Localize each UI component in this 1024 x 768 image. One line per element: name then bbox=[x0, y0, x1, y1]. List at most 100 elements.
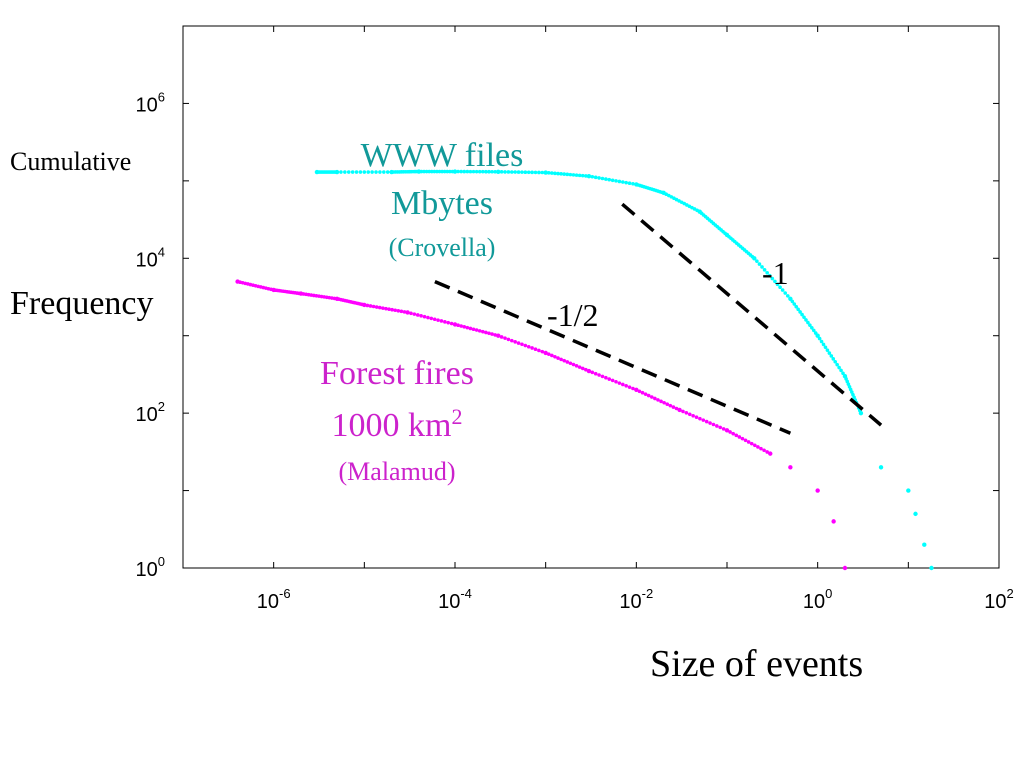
data-point bbox=[767, 273, 772, 278]
data-point bbox=[556, 171, 560, 176]
data-point bbox=[825, 348, 830, 352]
data-point bbox=[734, 433, 739, 438]
data-point bbox=[858, 410, 864, 416]
data-point bbox=[624, 384, 628, 388]
data-point bbox=[833, 359, 838, 364]
data-point bbox=[510, 338, 514, 343]
data-point bbox=[459, 324, 463, 328]
data-point bbox=[481, 329, 485, 334]
x-tick-label: 10-2 bbox=[619, 586, 653, 613]
data-point bbox=[374, 170, 378, 174]
data-point bbox=[412, 312, 417, 316]
data-point bbox=[584, 367, 588, 372]
data-point bbox=[481, 169, 485, 174]
data-point bbox=[490, 332, 494, 336]
data-point bbox=[577, 173, 582, 178]
slope-label-minus-1: -1 bbox=[762, 255, 789, 291]
data-point bbox=[346, 170, 351, 174]
data-point bbox=[614, 179, 618, 183]
data-point bbox=[432, 317, 437, 322]
slope-line bbox=[621, 202, 883, 427]
data-point bbox=[580, 366, 585, 371]
data-point bbox=[465, 325, 470, 330]
data-point bbox=[393, 308, 398, 313]
data-point bbox=[677, 407, 682, 413]
data-point bbox=[796, 307, 800, 312]
data-point bbox=[568, 172, 573, 177]
data-point bbox=[416, 169, 422, 174]
data-point bbox=[559, 357, 563, 362]
data-point bbox=[422, 169, 426, 174]
data-point bbox=[627, 181, 632, 186]
data-point bbox=[513, 170, 517, 174]
data-point bbox=[768, 451, 773, 456]
data-point bbox=[829, 354, 834, 358]
data-point bbox=[580, 173, 585, 178]
data-point bbox=[553, 171, 557, 176]
data-point bbox=[354, 170, 359, 174]
data-point bbox=[815, 488, 820, 493]
data-point bbox=[659, 399, 663, 404]
data-point bbox=[565, 172, 570, 177]
data-point bbox=[474, 169, 479, 174]
fire-annotation-unit-sup: 2 bbox=[451, 404, 462, 429]
data-point bbox=[590, 174, 595, 179]
data-point bbox=[653, 396, 657, 401]
data-point bbox=[384, 306, 388, 311]
data-point bbox=[728, 430, 732, 434]
data-point bbox=[593, 371, 598, 376]
data-point bbox=[804, 318, 808, 322]
data-point bbox=[402, 310, 407, 314]
data-point bbox=[765, 450, 769, 454]
data-point bbox=[841, 371, 845, 376]
data-point bbox=[837, 365, 841, 370]
data-point bbox=[510, 170, 514, 174]
data-point bbox=[562, 172, 567, 176]
data-point bbox=[752, 256, 757, 261]
data-point bbox=[362, 302, 367, 308]
data-point bbox=[835, 362, 839, 367]
data-point bbox=[496, 333, 501, 338]
data-point bbox=[610, 178, 615, 183]
data-point bbox=[571, 362, 576, 367]
data-point bbox=[493, 169, 497, 174]
data-point bbox=[550, 353, 554, 358]
data-point bbox=[523, 170, 528, 175]
data-point bbox=[471, 327, 476, 332]
data-point bbox=[362, 170, 367, 174]
data-point bbox=[827, 351, 832, 355]
data-point bbox=[537, 348, 541, 353]
data-point bbox=[656, 398, 660, 402]
data-point bbox=[484, 169, 488, 174]
data-point bbox=[571, 173, 576, 177]
data-point bbox=[597, 176, 601, 180]
data-point bbox=[374, 305, 379, 309]
data-point bbox=[568, 361, 573, 366]
data-point bbox=[526, 344, 531, 349]
data-point bbox=[780, 288, 785, 292]
data-point bbox=[556, 356, 560, 360]
data-point bbox=[790, 299, 795, 304]
data-point bbox=[819, 339, 824, 344]
data-point bbox=[831, 357, 836, 361]
y-tick-label: 106 bbox=[136, 89, 165, 116]
data-point bbox=[435, 169, 439, 174]
data-point bbox=[743, 438, 748, 443]
data-point bbox=[442, 169, 447, 174]
y-tick-label: 100 bbox=[136, 554, 165, 581]
data-point bbox=[755, 259, 759, 263]
data-point bbox=[746, 440, 751, 444]
data-point bbox=[584, 174, 588, 178]
data-point bbox=[704, 419, 709, 424]
reference-lines bbox=[434, 202, 883, 435]
data-point bbox=[627, 385, 632, 389]
data-point bbox=[468, 169, 473, 174]
data-point bbox=[929, 565, 934, 571]
data-point bbox=[368, 304, 373, 308]
data-point bbox=[562, 358, 567, 363]
data-point bbox=[731, 431, 735, 436]
data-point bbox=[607, 177, 612, 182]
www-annotation-unit: Mbytes bbox=[391, 185, 493, 222]
data-point bbox=[565, 360, 570, 364]
plot-frame bbox=[182, 25, 1000, 569]
